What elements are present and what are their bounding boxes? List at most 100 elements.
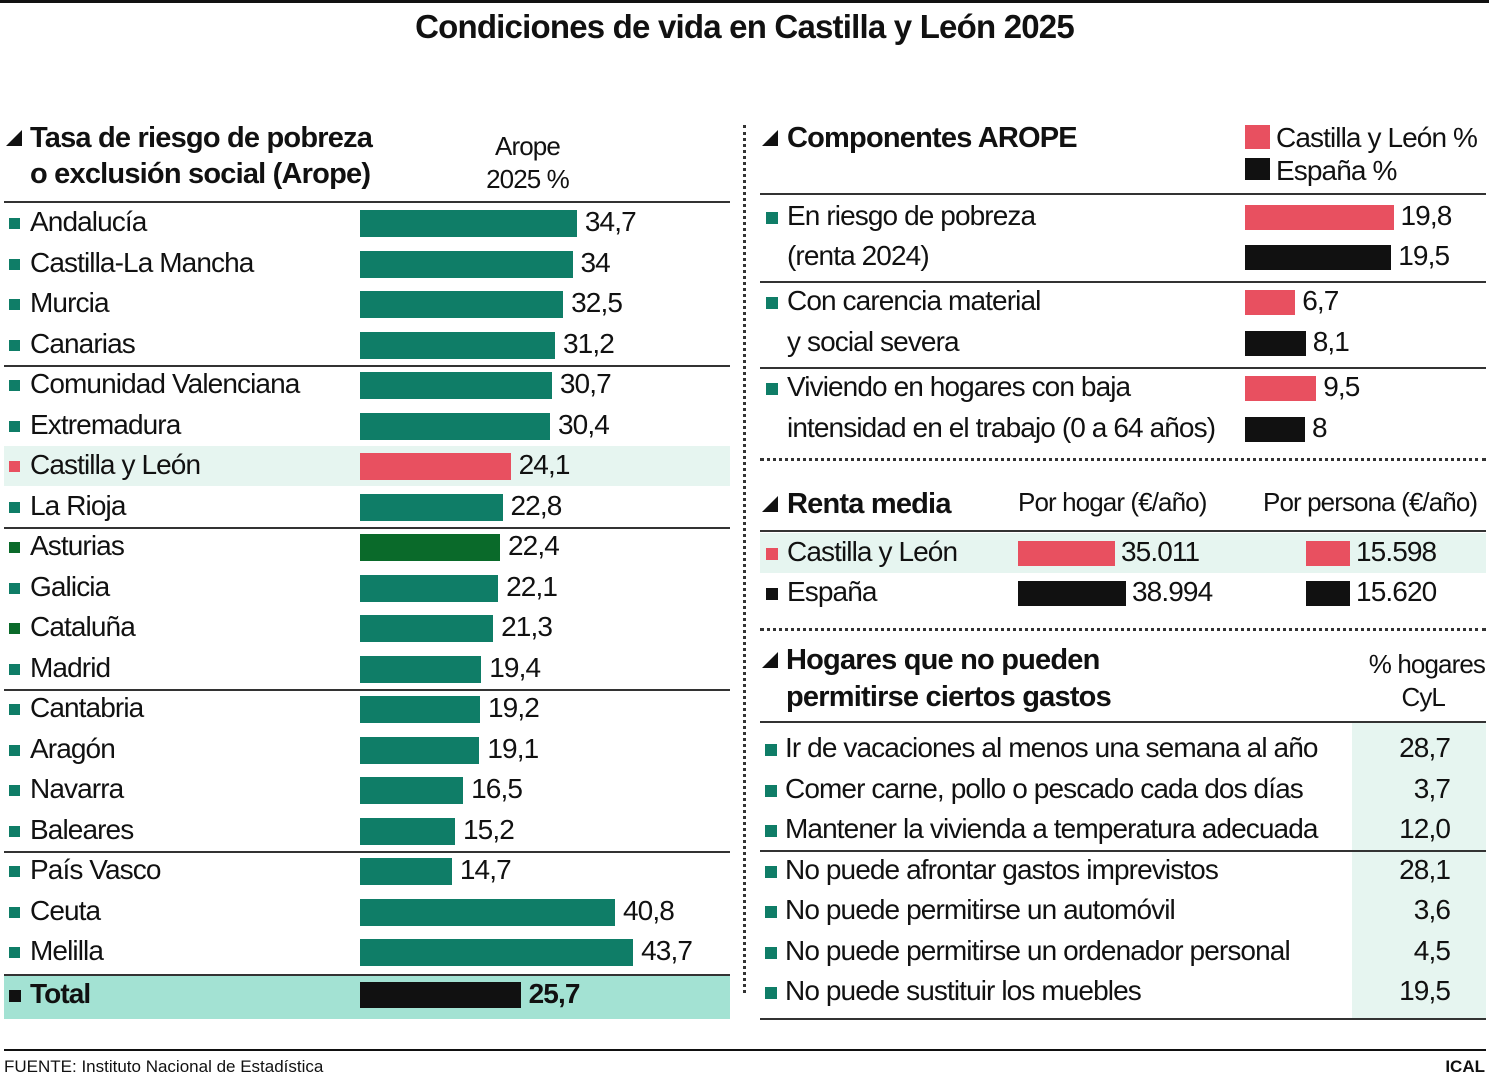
bar-persona [1306, 581, 1351, 606]
value-label: 40,8 [623, 894, 675, 926]
value-label: 24,1 [518, 449, 571, 480]
value-label: 14,7 [459, 854, 512, 885]
triangle-icon [762, 652, 778, 668]
expense-value: 3,7 [1413, 772, 1451, 804]
divider [760, 193, 1486, 195]
divider [760, 1018, 1486, 1020]
value-label: 6,7 [1302, 285, 1339, 316]
bar [360, 858, 452, 885]
value-label: 8,1 [1312, 326, 1350, 357]
region-label: Cataluña [30, 611, 136, 642]
bar-hogar [1018, 541, 1115, 566]
component-label: (renta 2024) [787, 240, 930, 271]
divider [760, 721, 1486, 723]
bullet-icon [766, 212, 778, 224]
value-label: 19,4 [489, 651, 541, 683]
bullet-icon [765, 987, 777, 999]
bullet-icon [9, 461, 20, 472]
value-label: 15.620 [1356, 576, 1437, 607]
legend-cyl: Castilla y León % [1276, 122, 1478, 153]
expense-label: No puede permitirse un ordenador persona… [785, 934, 1291, 966]
region-label: Galicia [30, 570, 110, 602]
value-label: 30,7 [559, 368, 612, 399]
expense-value: 3,6 [1413, 894, 1451, 925]
bullet-icon [9, 744, 20, 756]
value-label: 9,5 [1323, 371, 1360, 402]
bar [360, 939, 634, 966]
renta-label: Castilla y León [787, 536, 958, 567]
bar [360, 534, 500, 561]
bullet-icon [766, 588, 778, 600]
region-label: Murcia [30, 287, 110, 318]
bar [360, 574, 499, 602]
bar-persona [1306, 541, 1350, 566]
bullet-icon [9, 582, 20, 594]
legend-espana: España % [1276, 155, 1397, 186]
bar [360, 331, 555, 359]
component-label: Viviendo en hogares con baja [787, 371, 1131, 402]
renta-col-hogar: Por hogar (€/año) [1018, 487, 1207, 517]
value-label: 19,1 [487, 732, 539, 764]
component-label: intensidad en el trabajo (0 a 64 años) [787, 412, 1216, 443]
total-value: 25,7 [528, 978, 581, 1009]
divider [4, 201, 730, 203]
region-label: País Vasco [30, 854, 161, 885]
region-label: Castilla y León [30, 449, 201, 480]
bar [360, 291, 564, 318]
bar-espana [1245, 417, 1305, 442]
expense-value: 28,7 [1399, 732, 1451, 763]
component-label: y social severa [787, 326, 960, 357]
bullet-icon [766, 548, 778, 560]
expense-value: 4,5 [1413, 934, 1451, 966]
value-label: 19,2 [488, 692, 540, 723]
value-label: 35.011 [1120, 536, 1200, 567]
region-label: Extremadura [30, 408, 181, 440]
bar-espana [1245, 331, 1306, 356]
bullet-icon [765, 825, 777, 837]
value-label: 15,2 [463, 813, 515, 845]
region-label: Asturias [30, 530, 125, 561]
bar [360, 250, 573, 278]
dotted-divider [760, 458, 1486, 461]
divider [760, 530, 1486, 532]
bullet-icon [9, 990, 21, 1002]
bullet-icon [9, 906, 20, 918]
page-title: Condiciones de vida en Castilla y León 2… [415, 8, 1075, 45]
bullet-icon [765, 784, 777, 797]
divider [760, 367, 1486, 369]
region-label: Baleares [30, 813, 134, 845]
total-label: Total [30, 978, 91, 1009]
top-rule [0, 0, 1489, 3]
triangle-icon [6, 130, 22, 146]
highlight-row [760, 533, 1486, 573]
triangle-icon [762, 496, 778, 512]
divider [760, 281, 1486, 283]
bullet-icon [9, 623, 20, 634]
bullet-icon [9, 785, 20, 796]
bar-cyl [1245, 205, 1394, 230]
value-label: 34,7 [584, 206, 637, 237]
expense-value: 12,0 [1399, 813, 1451, 844]
region-label: Melilla [30, 935, 104, 966]
expense-value: 28,1 [1399, 853, 1451, 885]
bullet-icon [765, 744, 777, 756]
bar-hogar [1018, 581, 1126, 606]
bullet-icon [9, 420, 20, 432]
region-label: Comunidad Valenciana [30, 368, 300, 399]
bar [360, 210, 577, 237]
value-label: 22,1 [506, 570, 558, 602]
region-label: Madrid [30, 651, 111, 683]
region-label: Castilla-La Mancha [30, 246, 254, 278]
value-label: 21,3 [501, 611, 553, 642]
expense-label: No puede permitirse un automóvil [785, 894, 1176, 925]
bar-cyl [1245, 376, 1317, 401]
bullet-icon [9, 825, 20, 837]
region-label: Andalucía [30, 206, 147, 237]
bullet-icon [9, 218, 20, 229]
value-label: 8 [1312, 412, 1328, 443]
dotted-divider [760, 628, 1486, 631]
bullet-icon [765, 865, 777, 878]
bullet-icon [9, 299, 20, 310]
value-label: 31,2 [563, 327, 615, 359]
region-label: Navarra [30, 773, 124, 804]
